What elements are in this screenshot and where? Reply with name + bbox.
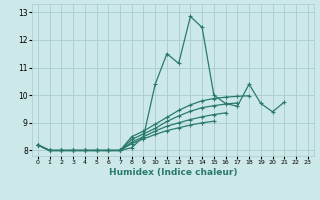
X-axis label: Humidex (Indice chaleur): Humidex (Indice chaleur) <box>108 168 237 177</box>
